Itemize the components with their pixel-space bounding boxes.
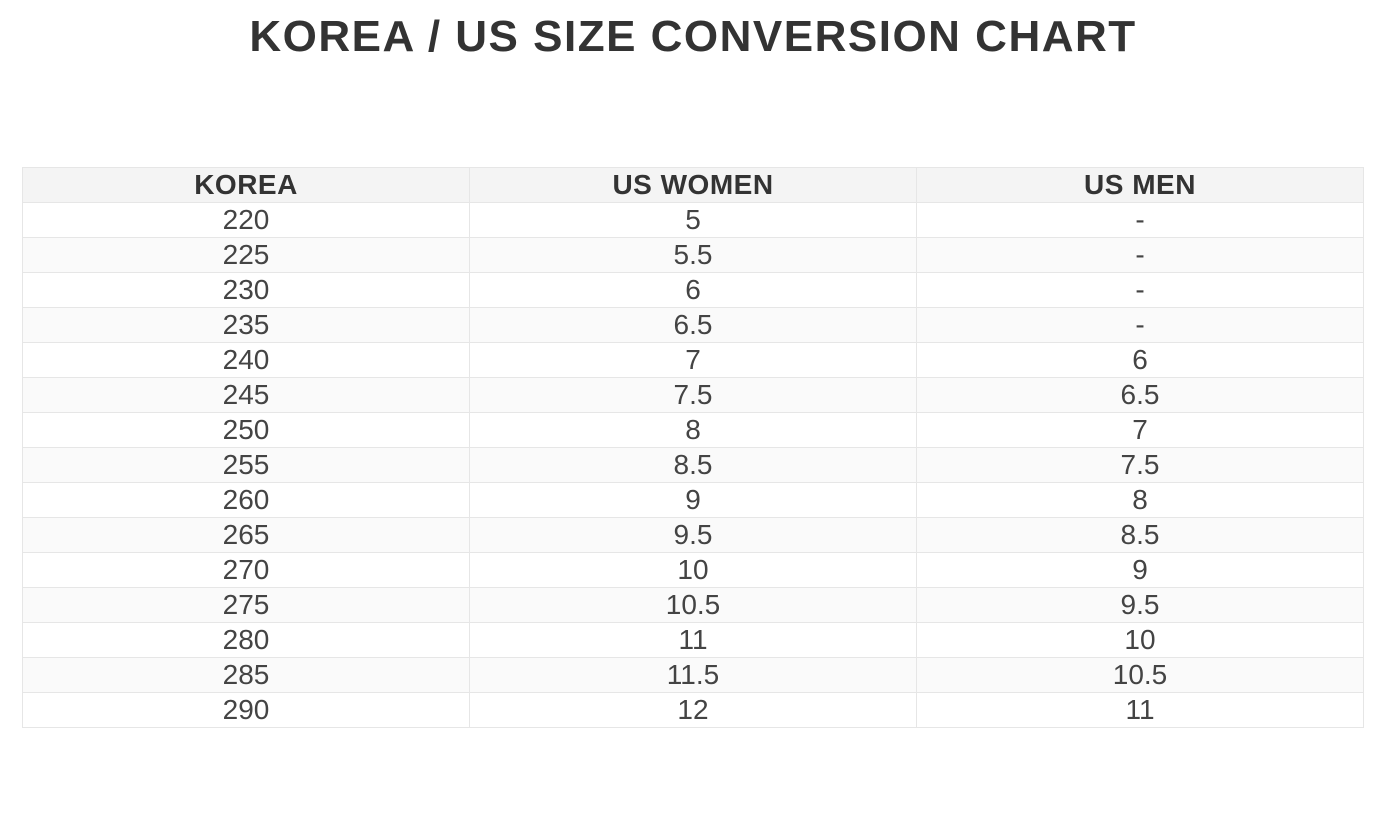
table-cell: 11.5 [469,657,917,693]
table-row: 230 6- [22,272,1364,308]
table-cell: 285 [22,657,470,693]
table-cell: 9.5 [469,517,917,553]
table-row: 240 7 6 [22,342,1364,378]
table-cell: 235 [22,307,470,343]
table-cell: 9 [916,552,1364,588]
table-cell: - [916,202,1364,238]
table-cell: 290 [22,692,470,728]
table-cell: 6 [469,272,917,308]
table-cell: 5.5 [469,237,917,273]
table-cell: 8 [916,482,1364,518]
table-cell: 11 [916,692,1364,728]
table-row: 285 11.5 10.5 [22,657,1364,693]
table-cell: 255 [22,447,470,483]
conversion-table-wrap: KOREA US WOMEN US MEN 220 5-225 5.5-230 6-2… [22,167,1364,728]
table-cell: 245 [22,377,470,413]
table-row: 280 11 10 [22,622,1364,658]
table-cell: 10 [469,552,917,588]
column-header-korea: KOREA [22,167,470,203]
table-cell: 8.5 [916,517,1364,553]
table-cell: 6.5 [469,307,917,343]
table-cell: 260 [22,482,470,518]
table-cell: 10 [916,622,1364,658]
table-cell: 240 [22,342,470,378]
table-cell: 7.5 [469,377,917,413]
table-row: 235 6.5- [22,307,1364,343]
table-row: 220 5- [22,202,1364,238]
table-cell: 9.5 [916,587,1364,623]
table-cell: - [916,307,1364,343]
conversion-table: KOREA US WOMEN US MEN 220 5-225 5.5-230 6-2… [22,167,1364,728]
table-row: 260 9 8 [22,482,1364,518]
table-cell: 7 [916,412,1364,448]
table-cell: 230 [22,272,470,308]
table-row: 250 8 7 [22,412,1364,448]
table-body: 220 5-225 5.5-230 6-235 6.5-240 7 6 245 7.5 6.5 25… [22,202,1364,728]
column-header-us-men: US MEN [916,167,1364,203]
table-cell: - [916,237,1364,273]
column-header-us-women: US WOMEN [469,167,917,203]
table-cell: 220 [22,202,470,238]
table-cell: 270 [22,552,470,588]
table-cell: 6.5 [916,377,1364,413]
table-row: 270 10 9 [22,552,1364,588]
table-cell: 280 [22,622,470,658]
table-row: 290 12 11 [22,692,1364,728]
table-cell: - [916,272,1364,308]
page-title: KOREA / US SIZE CONVERSION CHART [249,12,1137,61]
table-cell: 5 [469,202,917,238]
table-cell: 265 [22,517,470,553]
table-cell: 11 [469,622,917,658]
table-cell: 10.5 [469,587,917,623]
table-cell: 8.5 [469,447,917,483]
table-row: 265 9.5 8.5 [22,517,1364,553]
table-row: 225 5.5- [22,237,1364,273]
table-cell: 275 [22,587,470,623]
table-cell: 8 [469,412,917,448]
table-cell: 7.5 [916,447,1364,483]
table-cell: 10.5 [916,657,1364,693]
table-cell: 12 [469,692,917,728]
table-row: 245 7.5 6.5 [22,377,1364,413]
table-row: 275 10.5 9.5 [22,587,1364,623]
table-cell: 7 [469,342,917,378]
table-cell: 250 [22,412,470,448]
table-cell: 6 [916,342,1364,378]
table-cell: 9 [469,482,917,518]
table-cell: 225 [22,237,470,273]
header-row: KOREA US WOMEN US MEN [22,167,1364,203]
table-row: 255 8.5 7.5 [22,447,1364,483]
